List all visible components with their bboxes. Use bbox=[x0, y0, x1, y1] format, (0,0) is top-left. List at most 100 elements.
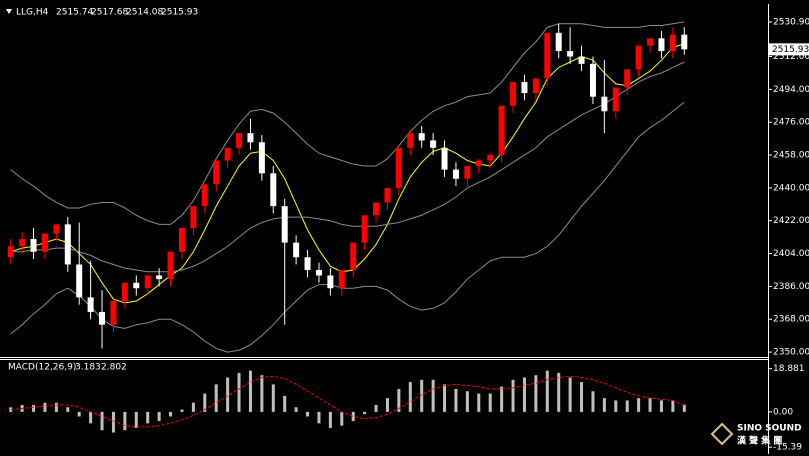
candle-body bbox=[532, 78, 539, 94]
candle-body bbox=[601, 96, 608, 112]
candle-body bbox=[350, 242, 357, 270]
candle-body bbox=[190, 206, 197, 229]
macd-bar bbox=[637, 398, 641, 412]
y-tick-label: 2422.00 bbox=[773, 216, 809, 226]
macd-bar bbox=[431, 379, 435, 412]
candle-body bbox=[681, 34, 688, 50]
macd-bar bbox=[522, 377, 526, 412]
macd-bar bbox=[294, 407, 298, 412]
candle-body bbox=[213, 160, 220, 185]
candle-body bbox=[395, 147, 402, 188]
candle-body bbox=[133, 282, 140, 289]
macd-bar bbox=[111, 411, 115, 433]
candle-body bbox=[99, 311, 106, 325]
y-tick-label: 2368.00 bbox=[773, 315, 809, 325]
macd-bar bbox=[363, 411, 367, 415]
macd-bar bbox=[648, 398, 652, 412]
y-tick-label: 2512.00 bbox=[773, 52, 809, 62]
last-price-label: 2515.93 bbox=[772, 45, 809, 55]
macd-bar bbox=[534, 375, 538, 412]
macd-bar bbox=[66, 407, 70, 412]
y-tick-label: 18.881 bbox=[773, 364, 805, 374]
y-tick-label: 0.00 bbox=[773, 407, 793, 417]
candle-body bbox=[658, 38, 665, 52]
macd-bar bbox=[374, 405, 378, 412]
macd-bar bbox=[328, 411, 332, 428]
last-price-box bbox=[769, 43, 809, 56]
candle-body bbox=[224, 147, 231, 161]
macd-bar bbox=[306, 411, 310, 417]
candle-body bbox=[578, 56, 585, 64]
macd-bar bbox=[557, 372, 561, 412]
candle-body bbox=[475, 160, 482, 166]
candle-body bbox=[41, 233, 48, 252]
candle-body bbox=[121, 282, 128, 301]
symbol: LLG,H4 bbox=[16, 8, 49, 18]
candle-body bbox=[418, 133, 425, 141]
y-tick-label: 2440.00 bbox=[773, 183, 809, 193]
macd-bar bbox=[340, 411, 344, 426]
candle-body bbox=[464, 165, 471, 179]
macd-bar bbox=[77, 411, 81, 417]
candle-body bbox=[452, 169, 459, 179]
macd-bar bbox=[191, 402, 195, 412]
candle-body bbox=[441, 147, 448, 170]
macd-signal-value: 2.802 bbox=[101, 363, 127, 373]
logo-brand: SINO SOUND bbox=[737, 424, 802, 434]
macd-bar bbox=[351, 411, 355, 422]
candle-body bbox=[7, 246, 14, 258]
candle-body bbox=[510, 82, 517, 106]
macd-bar bbox=[180, 409, 184, 412]
macd-bar bbox=[226, 377, 230, 412]
indicator-line bbox=[10, 21, 685, 225]
candle-body bbox=[156, 275, 163, 280]
candle-body bbox=[293, 242, 300, 258]
macd-bar bbox=[317, 411, 321, 424]
macd-bar bbox=[671, 400, 675, 412]
candle-body bbox=[304, 257, 311, 270]
candle-body bbox=[555, 32, 562, 52]
candle-body bbox=[669, 34, 676, 52]
macd-bar bbox=[271, 384, 275, 412]
indicator-line bbox=[10, 61, 685, 273]
candle-body bbox=[76, 264, 83, 298]
macd-bar bbox=[500, 386, 504, 412]
macd-bar bbox=[511, 379, 515, 412]
candle-body bbox=[612, 87, 619, 112]
header-low: 2514.08 bbox=[126, 8, 163, 18]
macd-bar bbox=[659, 400, 663, 412]
macd-bar bbox=[591, 391, 595, 412]
candle-body bbox=[64, 224, 71, 265]
y-tick-label: -15.39 bbox=[773, 443, 802, 453]
macd-bar bbox=[465, 391, 469, 412]
candle-body bbox=[407, 133, 414, 148]
candle-body bbox=[110, 300, 117, 325]
candle-body bbox=[236, 133, 243, 148]
logo-icon bbox=[710, 422, 734, 446]
candle-body bbox=[635, 45, 642, 70]
macd-bar bbox=[9, 407, 13, 412]
macd-bar bbox=[169, 411, 173, 417]
macd-bar bbox=[283, 395, 287, 412]
candle-body bbox=[384, 187, 391, 203]
macd-bar bbox=[100, 411, 104, 431]
logo: SINO SOUND 漢 聲 集 團 bbox=[710, 422, 802, 447]
macd-bar bbox=[602, 398, 606, 412]
macd-bar bbox=[420, 379, 424, 412]
y-tick-label: 2458.00 bbox=[773, 151, 809, 161]
candle-body bbox=[144, 275, 151, 289]
macd-bar bbox=[443, 384, 447, 412]
symbol-marker bbox=[6, 9, 12, 14]
macd-bar bbox=[203, 393, 207, 412]
macd-bar bbox=[123, 411, 127, 431]
macd-bar bbox=[545, 370, 549, 412]
candle-body bbox=[373, 202, 380, 216]
macd-bar bbox=[54, 402, 58, 412]
candle-body bbox=[430, 140, 437, 148]
candle-body bbox=[338, 269, 345, 289]
candle-body bbox=[498, 105, 505, 156]
candle-body bbox=[201, 184, 208, 207]
macd-bar bbox=[488, 393, 492, 412]
macd-bar bbox=[408, 382, 412, 412]
